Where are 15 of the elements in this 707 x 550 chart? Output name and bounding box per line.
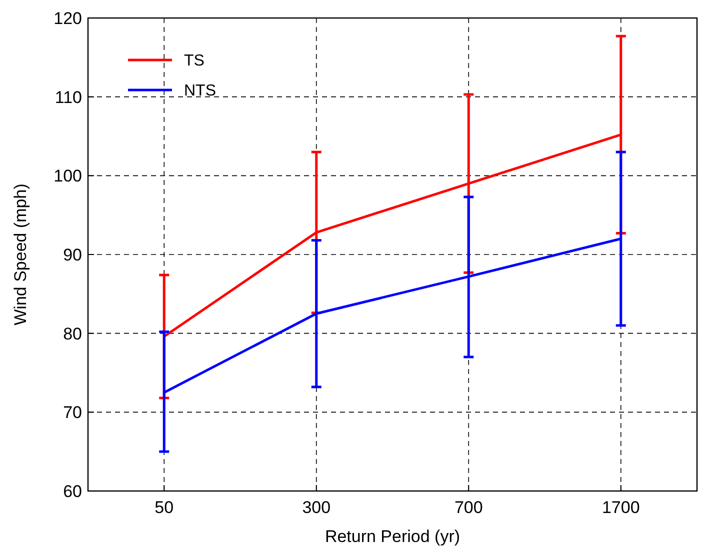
y-axis-title: Wind Speed (mph) (11, 184, 30, 326)
y-tick-label: 60 (63, 482, 82, 501)
x-tick-label: 700 (454, 498, 483, 517)
y-tick-label: 90 (63, 245, 82, 264)
x-tick-label: 1700 (602, 498, 640, 517)
x-tick-label: 300 (302, 498, 331, 517)
x-axis-title: Return Period (yr) (324, 527, 460, 546)
y-tick-label: 80 (63, 324, 82, 344)
y-tick-label: 120 (54, 8, 82, 28)
y-tick-label: 110 (54, 88, 82, 107)
y-tick-label: 100 (54, 166, 82, 186)
legend-label: NTS (184, 82, 216, 100)
legend-label: TS (184, 52, 204, 70)
y-tick-label: 70 (63, 403, 82, 422)
x-tick-label: 50 (154, 498, 174, 517)
